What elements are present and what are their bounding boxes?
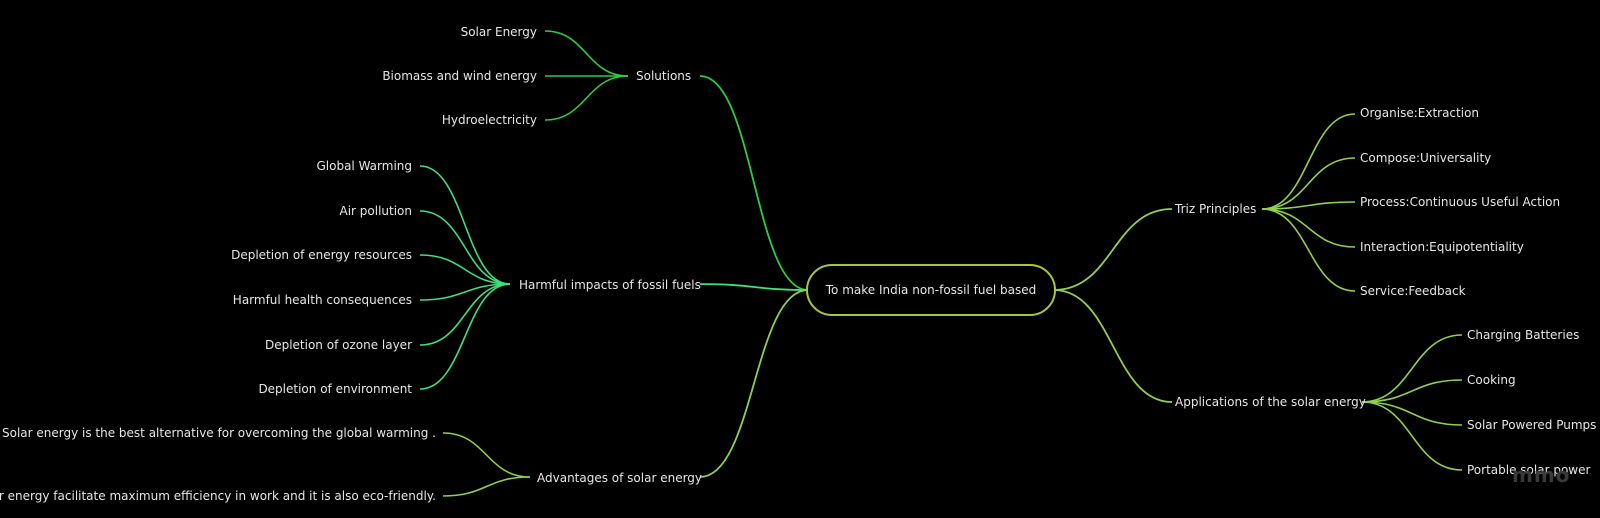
connector-triz-child-2 bbox=[1261, 201, 1356, 210]
central-topic-label: To make India non-fossil fuel based bbox=[825, 283, 1037, 297]
connector-harmful-child-3 bbox=[419, 283, 511, 301]
subtopic-portable[interactable]: Portable solar power bbox=[1467, 463, 1590, 477]
connector-applications bbox=[1053, 289, 1173, 403]
subtopic-label: Depletion of energy resources bbox=[231, 248, 412, 262]
subtopic-label: Solar Energy bbox=[460, 25, 537, 39]
subtopic-label: Air pollution bbox=[339, 204, 412, 218]
connector-harmful-child-2 bbox=[419, 254, 511, 285]
subtopic-label: Harmful health consequences bbox=[232, 293, 412, 307]
connector-harmful bbox=[699, 283, 809, 291]
topic-advantages[interactable]: Advantages of solar energy bbox=[537, 471, 702, 485]
connector-triz-child-4 bbox=[1261, 208, 1356, 292]
subtopic-air-pollution[interactable]: Air pollution bbox=[339, 204, 412, 218]
subtopic-biomass-wind[interactable]: Biomass and wind energy bbox=[382, 69, 537, 83]
subtopic-solar-energy[interactable]: Solar Energy bbox=[461, 25, 537, 39]
topic-label: Advantages of solar energy bbox=[537, 471, 703, 485]
connector-advantages bbox=[699, 289, 809, 478]
subtopic-global-warming[interactable]: Global Warming bbox=[316, 159, 412, 173]
subtopic-cooking[interactable]: Cooking bbox=[1467, 373, 1516, 387]
subtopic-health[interactable]: Harmful health consequences bbox=[233, 293, 412, 307]
topic-triz-principles[interactable]: Triz Principles bbox=[1175, 202, 1256, 216]
connector-applications-child-3 bbox=[1361, 401, 1463, 471]
subtopic-label: Hydroelectricity bbox=[441, 113, 537, 127]
subtopic-hydroelectricity[interactable]: Hydroelectricity bbox=[442, 113, 537, 127]
subtopic-label: Cooking bbox=[1467, 373, 1516, 387]
subtopic-label: Portable solar power bbox=[1467, 463, 1591, 477]
subtopic-compose[interactable]: Compose:Universality bbox=[1360, 151, 1491, 165]
subtopic-label: Service:Feedback bbox=[1360, 284, 1466, 298]
topic-harmful-impacts[interactable]: Harmful impacts of fossil fuels bbox=[519, 278, 701, 292]
connector-solutions-child-0 bbox=[544, 30, 629, 77]
connector-solutions bbox=[699, 75, 809, 291]
subtopic-environment[interactable]: Depletion of environment bbox=[258, 382, 412, 396]
subtopic-label: Depletion of environment bbox=[258, 382, 412, 396]
subtopic-label: Compose:Universality bbox=[1360, 151, 1492, 165]
subtopic-interaction[interactable]: Interaction:Equipotentiality bbox=[1360, 240, 1524, 254]
subtopic-pumps[interactable]: Solar Powered Pumps bbox=[1467, 418, 1596, 432]
connector-triz bbox=[1053, 208, 1173, 291]
connector-triz-child-0 bbox=[1261, 113, 1356, 210]
central-topic[interactable]: To make India non-fossil fuel based bbox=[806, 264, 1056, 316]
topic-solutions[interactable]: Solutions bbox=[636, 69, 691, 83]
connector-triz-child-3 bbox=[1261, 208, 1356, 248]
subtopic-advantage-2[interactable]: Solar energy facilitate maximum efficien… bbox=[0, 489, 436, 503]
topic-label: Harmful impacts of fossil fuels bbox=[519, 278, 701, 292]
subtopic-label: Depletion of ozone layer bbox=[264, 338, 412, 352]
subtopic-label: Organise:Extraction bbox=[1360, 106, 1480, 120]
subtopic-label: Solar energy is the best alternative for… bbox=[2, 426, 436, 440]
connector-harmful-child-1 bbox=[419, 210, 511, 285]
topic-applications[interactable]: Applications of the solar energy bbox=[1175, 395, 1366, 409]
subtopic-label: Solar Powered Pumps bbox=[1467, 418, 1597, 432]
subtopic-label: Global Warming bbox=[316, 159, 412, 173]
connector-applications-child-0 bbox=[1361, 334, 1463, 403]
connector-solutions-child-2 bbox=[544, 75, 629, 121]
subtopic-label: Interaction:Equipotentiality bbox=[1360, 240, 1524, 254]
subtopic-label: Biomass and wind energy bbox=[382, 69, 537, 83]
connector-advantages-child-1 bbox=[442, 476, 531, 497]
subtopic-energy-resources[interactable]: Depletion of energy resources bbox=[231, 248, 412, 262]
connector-applications-child-1 bbox=[1361, 379, 1463, 403]
watermark-logo: mmo bbox=[1512, 463, 1571, 487]
topic-label: Solutions bbox=[636, 69, 692, 83]
subtopic-label: Process:Continuous Useful Action bbox=[1360, 195, 1561, 209]
subtopic-advantage-1[interactable]: Solar energy is the best alternative for… bbox=[2, 426, 436, 440]
connector-triz-child-1 bbox=[1261, 157, 1356, 210]
connector-applications-child-2 bbox=[1361, 401, 1463, 426]
subtopic-label: Charging Batteries bbox=[1467, 328, 1580, 342]
connector-harmful-child-5 bbox=[419, 283, 511, 390]
subtopic-service[interactable]: Service:Feedback bbox=[1360, 284, 1466, 298]
connector-harmful-child-4 bbox=[419, 283, 511, 346]
subtopic-ozone[interactable]: Depletion of ozone layer bbox=[265, 338, 412, 352]
subtopic-process[interactable]: Process:Continuous Useful Action bbox=[1360, 195, 1560, 209]
subtopic-charging[interactable]: Charging Batteries bbox=[1467, 328, 1579, 342]
subtopic-organise[interactable]: Organise:Extraction bbox=[1360, 106, 1479, 120]
subtopic-label: Solar energy facilitate maximum efficien… bbox=[0, 489, 436, 503]
topic-label: Triz Principles bbox=[1175, 202, 1257, 216]
connector-advantages-child-0 bbox=[442, 432, 531, 478]
topic-label: Applications of the solar energy bbox=[1175, 395, 1366, 409]
connector-harmful-child-0 bbox=[419, 165, 511, 285]
